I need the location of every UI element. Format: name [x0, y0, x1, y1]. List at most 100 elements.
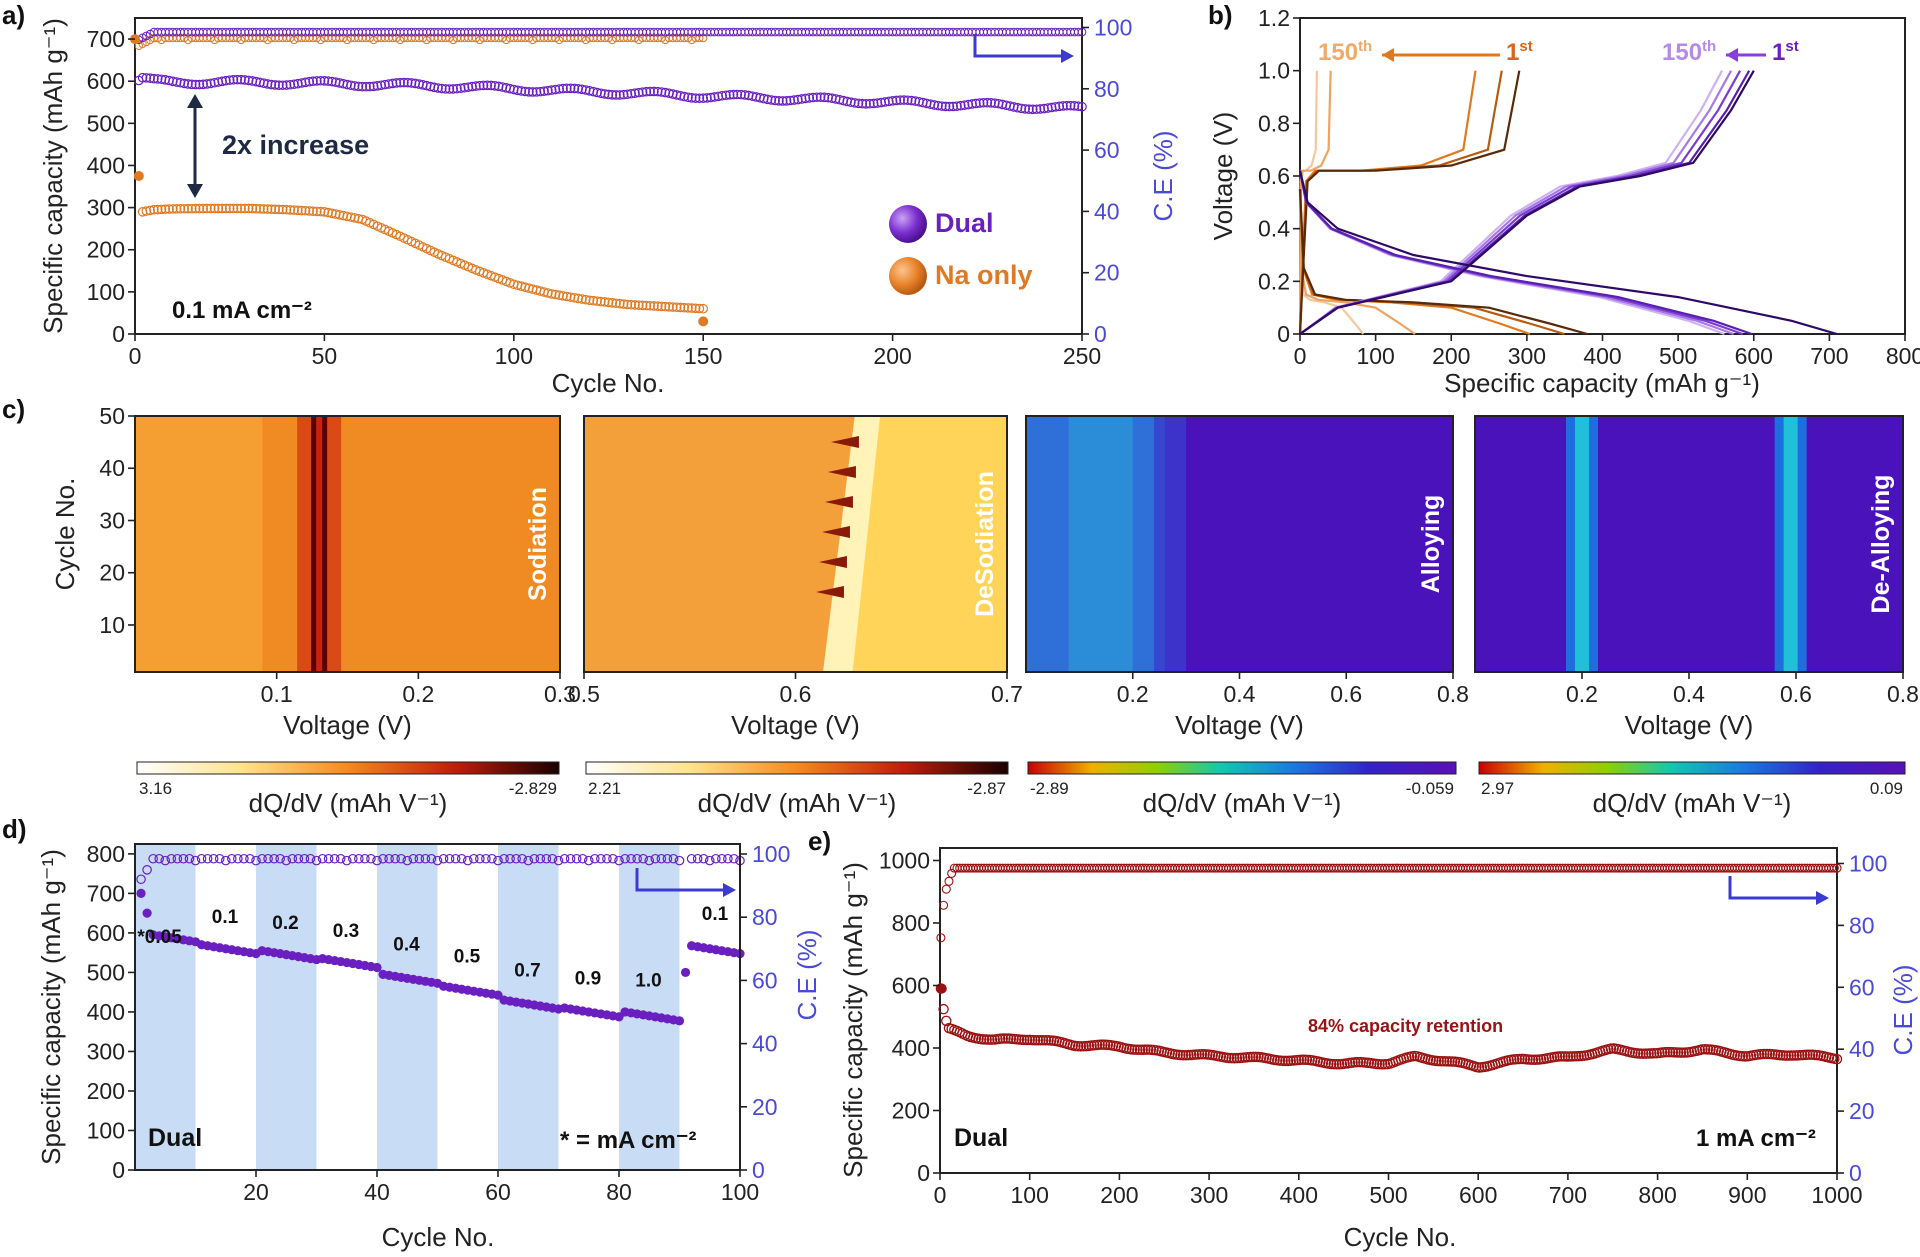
- dual-capacity-point: [577, 84, 587, 95]
- rate-ce-point: [402, 855, 413, 866]
- longcycle-capacity-point: [984, 1034, 995, 1045]
- heatmap-2: Alloying 0.2 0.4 0.6 0.8 Voltage (V) -2.89 -0.0…: [1025, 415, 1469, 818]
- dual-capacity-point: [543, 85, 553, 96]
- dual-capacity-point: [618, 89, 629, 100]
- rate-ce-point: [390, 853, 400, 864]
- pa-ytick-label-0: 0: [112, 321, 125, 347]
- pb-xtick-label-4: 400: [1583, 343, 1621, 369]
- dual-capacity-point: [823, 92, 834, 103]
- na-capacity-point: [338, 210, 349, 221]
- na-ce-point: [475, 35, 484, 45]
- ce-axis-arrow-e: [1728, 876, 1822, 900]
- dual-capacity-point: [880, 97, 890, 107]
- colorbar-max-label: -2.829: [509, 779, 557, 798]
- pb-xtick-label-3: 300: [1508, 343, 1546, 369]
- heatmap-ytick-label: 50: [99, 403, 125, 429]
- na-capacity-point: [694, 303, 705, 314]
- pe-ytick-label-3: 600: [892, 973, 930, 999]
- rate-ce-point: [523, 855, 534, 866]
- dual-capacity-point: [982, 97, 993, 108]
- na-ce-point: [388, 34, 397, 43]
- rate-ce-point: [614, 855, 624, 866]
- na-capacity-point: [637, 300, 648, 311]
- na-capacity-point: [194, 203, 205, 214]
- dual-capacity-point: [546, 85, 557, 95]
- heatmap-xtick-label: 0.2: [402, 681, 434, 707]
- longcycle-capacity-point: [1675, 1047, 1687, 1058]
- na-capacity-point: [327, 208, 337, 219]
- heatmap-title: Alloying: [1417, 495, 1445, 594]
- na-ce-point: [661, 35, 670, 45]
- rate-ce-point: [378, 853, 388, 864]
- rate-ce-point: [184, 853, 195, 864]
- longcycle-capacity-point: [1788, 1050, 1800, 1061]
- na-ce-point: [308, 34, 318, 43]
- rate-ce-point: [438, 853, 449, 864]
- pb-ytick-label-5: 1.0: [1258, 58, 1290, 84]
- dual-capacity-point: [243, 75, 254, 86]
- na-capacity-point: [679, 302, 690, 313]
- dual-capacity-point: [187, 79, 197, 90]
- rate-ce-point: [257, 853, 267, 864]
- dual-capacity-point: [895, 95, 905, 105]
- rate-ce-point: [626, 853, 636, 864]
- dual-capacity-point: [383, 79, 394, 89]
- rate-ce-point: [686, 853, 697, 864]
- na-capacity-point: [342, 211, 352, 222]
- pa-y2tick-label-2: 40: [1094, 198, 1120, 224]
- dual-capacity-point: [724, 90, 735, 100]
- na-ce-point: [653, 34, 662, 43]
- dual-capacity-point: [255, 77, 265, 88]
- colorbar-label: dQ/dV (mAh V⁻¹): [1143, 788, 1342, 818]
- dual-capacity-point: [520, 86, 530, 97]
- dual-capacity-point: [675, 90, 686, 101]
- na-capacity-point: [675, 302, 686, 313]
- dual-capacity-point: [168, 76, 178, 87]
- longcycle-capacity-point: [1568, 1051, 1579, 1062]
- dual-capacity-point: [293, 78, 303, 89]
- rate-ce-point: [329, 853, 340, 864]
- dual-capacity-point: [349, 81, 360, 91]
- na-ce-point: [282, 34, 291, 43]
- longcycle-capacity-point: [1040, 1034, 1052, 1046]
- longcycle-capacity-point: [1097, 1039, 1108, 1050]
- longcycle-capacity-point: [1298, 1054, 1310, 1065]
- dual-capacity-point: [312, 76, 322, 86]
- na-capacity-point: [251, 203, 262, 214]
- pe-xtick-label-10: 1000: [1811, 1182, 1862, 1208]
- pe-ytick-label-0: 0: [917, 1160, 930, 1186]
- longcycle-capacity-point: [1514, 1053, 1525, 1065]
- pd-xtick-label-2: 60: [485, 1179, 511, 1205]
- dual-capacity-point: [891, 95, 902, 106]
- heatmap-spike: [824, 496, 853, 508]
- pd-y2tick-label-0: 0: [752, 1157, 765, 1183]
- rate-ce-point: [245, 853, 255, 864]
- pe-y2tick-label-2: 40: [1849, 1036, 1875, 1062]
- heatmap-xtick-label: 0.7: [991, 681, 1023, 707]
- na-capacity-point: [137, 207, 148, 217]
- na-capacity-point: [270, 204, 280, 215]
- dual-capacity-point: [592, 87, 602, 98]
- pd-y2tick-label-3: 60: [752, 967, 778, 993]
- dual-discharge-curve: [1298, 170, 1838, 336]
- heatmap-xtick-label: 0.6: [780, 681, 812, 707]
- na-capacity-point: [683, 303, 693, 313]
- longcycle-capacity-point: [997, 1033, 1009, 1044]
- panel-a: 0 50 100 150 200 2500100200300400500600700020…: [38, 14, 1178, 398]
- na-capacity-point: [145, 205, 155, 216]
- longcycle-capacity-point: [1436, 1055, 1447, 1067]
- rate-label-1: 0.1: [212, 907, 239, 928]
- na-capacity-point: [652, 301, 663, 311]
- rate-ce-point: [263, 853, 273, 864]
- rate-ce-point: [632, 853, 642, 864]
- na-ce-point: [555, 35, 564, 45]
- na-capacity-point: [573, 293, 583, 304]
- longcycle-capacity-point: [1664, 1046, 1676, 1058]
- pd-ytick-label-5: 500: [87, 959, 125, 985]
- dual-capacity-point: [209, 77, 220, 88]
- dual-capacity-point: [202, 79, 212, 89]
- dual-capacity-point: [183, 79, 193, 89]
- dual-capacity-point: [925, 99, 936, 110]
- dual-discharge-curve: [1298, 170, 1744, 336]
- na-capacity-point: [584, 295, 595, 306]
